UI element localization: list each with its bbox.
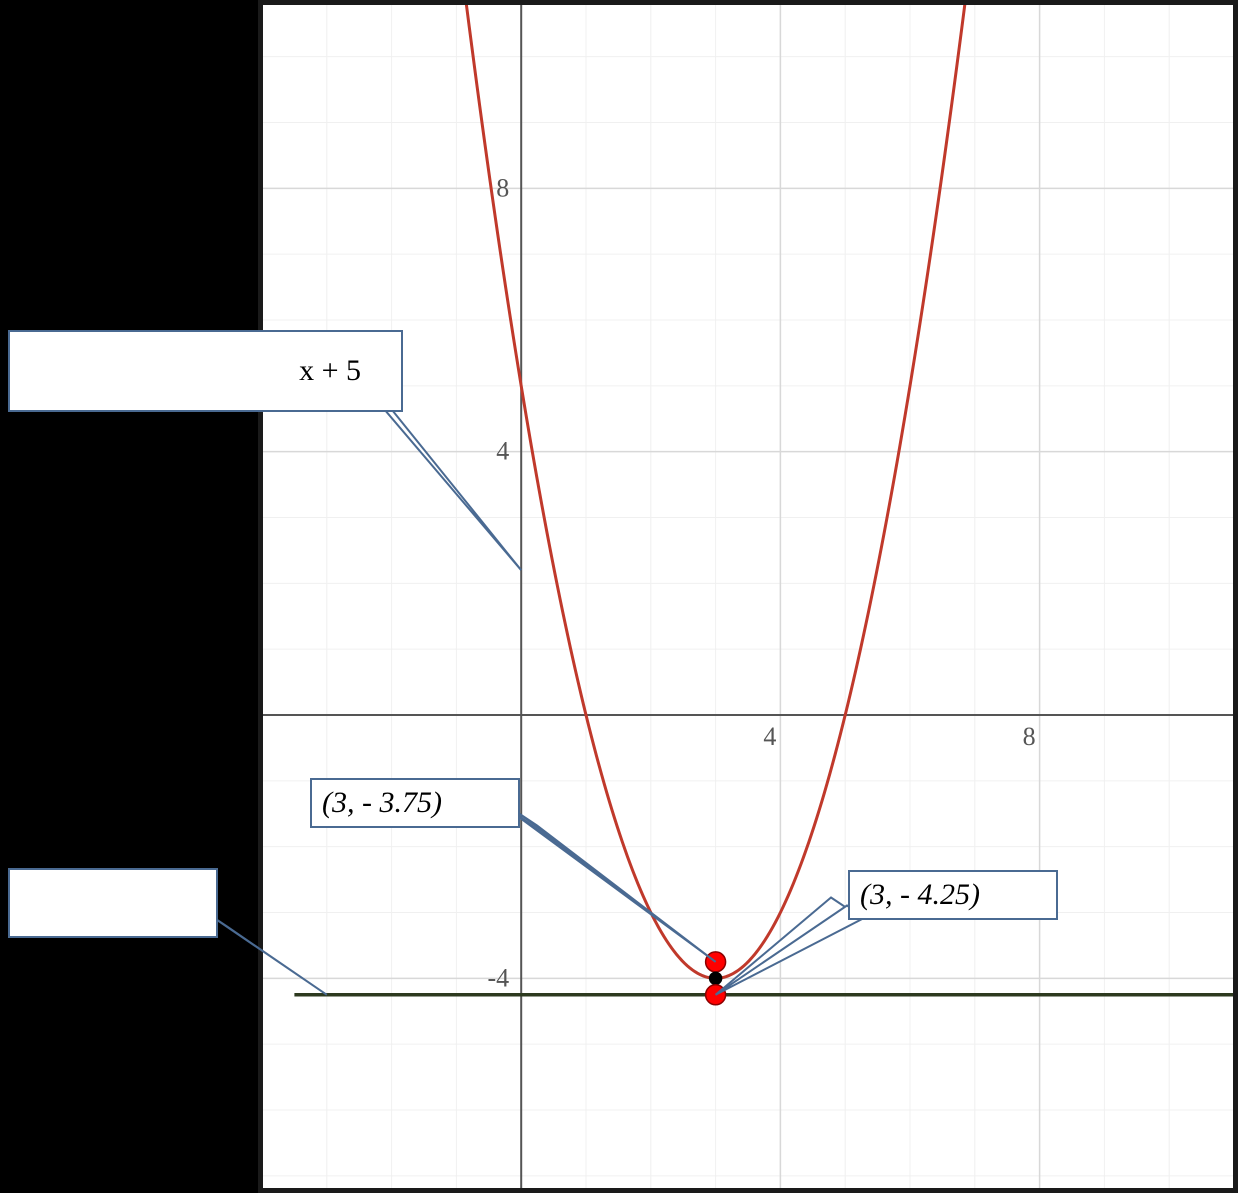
- callout-focus-coord: (3, - 3.75): [310, 778, 520, 828]
- svg-text:4: 4: [496, 437, 509, 466]
- svg-text:8: 8: [496, 173, 509, 202]
- svg-text:8: 8: [1023, 722, 1036, 751]
- svg-text:-4: -4: [488, 963, 510, 992]
- point-vertex: [710, 972, 722, 984]
- callout-text: (3, - 4.25): [860, 878, 980, 912]
- callout-equation: x + 5: [8, 330, 403, 412]
- callout-text: (3, - 3.75): [322, 786, 442, 820]
- callout-dir-coord: (3, - 4.25): [848, 870, 1058, 920]
- point-focus: [706, 952, 726, 972]
- black-panel: [0, 0, 258, 1193]
- chart-stage: -448-448x + 5(3, - 3.75)(3, - 4.25): [0, 0, 1238, 1193]
- callout-text: x + 5: [299, 354, 361, 388]
- point-on_dir: [706, 985, 726, 1005]
- svg-text:4: 4: [763, 722, 776, 751]
- callout-directrix-label: [8, 868, 218, 938]
